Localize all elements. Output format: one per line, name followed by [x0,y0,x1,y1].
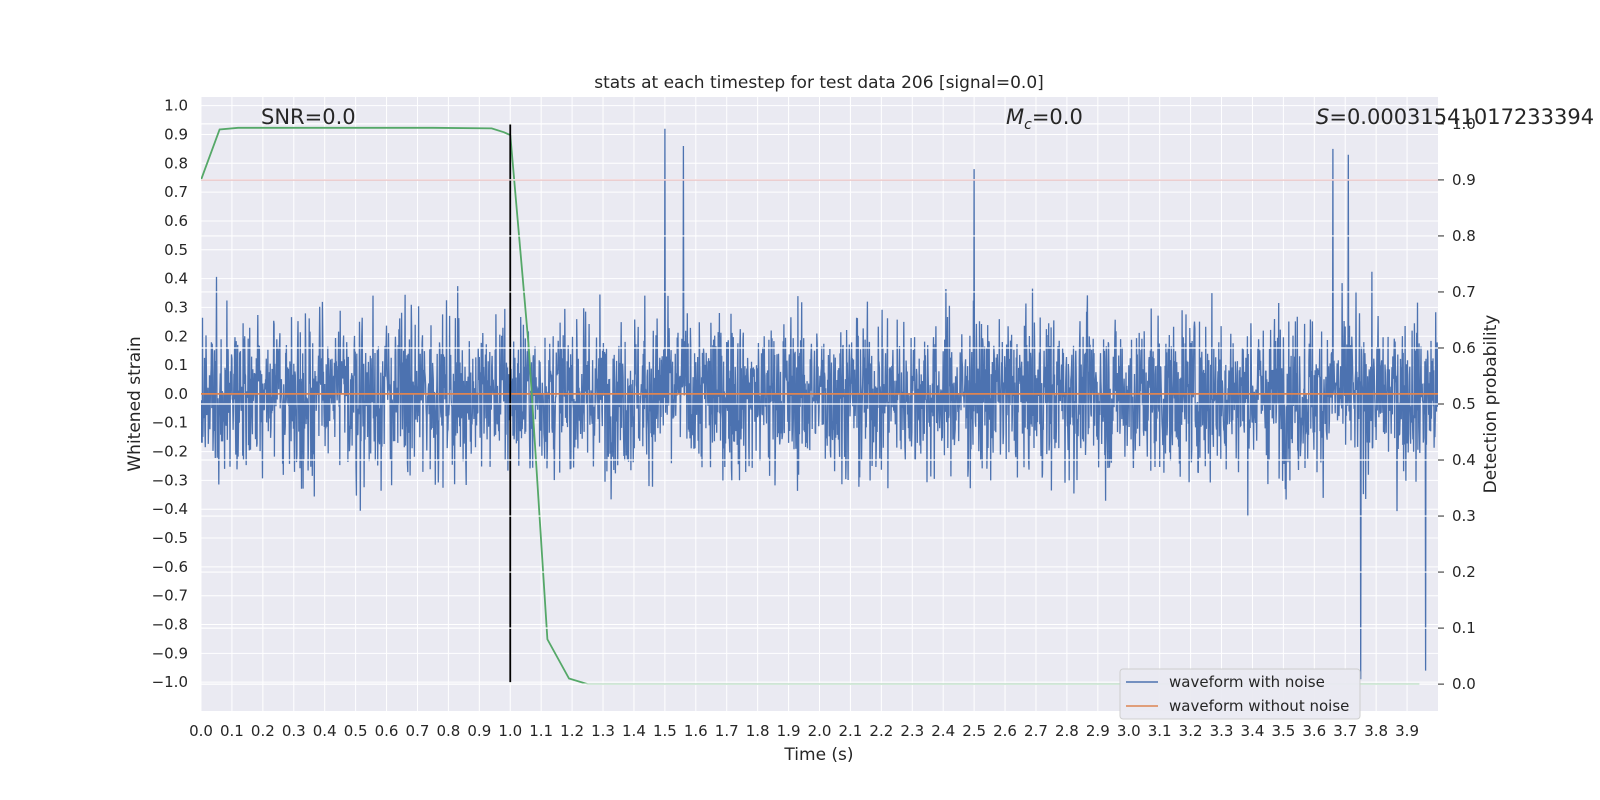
overlay-grid [201,123,1438,685]
y-ticks-right: 1.0 0.9 0.8 0.7 0.6 0.5 0.4 0.3 0.2 0.1 0.0 [1438,115,1476,693]
x-tick-label: 3.6 [1302,722,1326,740]
y-axis-label-left: Whitened strain [125,336,145,471]
y-tick-label-right: 0.0 [1452,675,1476,693]
x-tick-label: 1.0 [498,722,522,740]
x-tick-label: 3.2 [1179,722,1203,740]
x-tick-label: 3.5 [1271,722,1295,740]
legend-label-clean: waveform without noise [1169,697,1349,715]
x-tick-label: 1.4 [622,722,646,740]
legend: waveform with noise waveform without noi… [1119,668,1361,720]
x-tick-label: 3.4 [1241,722,1265,740]
s-annotation: S=0.00031541017233394 [1316,105,1594,129]
x-tick-label: 0.7 [406,722,430,740]
y-tick-label-left: −0.4 [152,500,188,518]
y-tick-label-right: 0.9 [1452,171,1476,189]
x-tick-label: 2.3 [900,722,924,740]
y-tick-label-left: 0.4 [164,270,188,288]
x-tick-label: 0.8 [436,722,460,740]
x-tick-label: 3.0 [1117,722,1141,740]
x-tick-label: 2.4 [931,722,955,740]
y-tick-label-right: 0.3 [1452,507,1476,525]
y-tick-label-left: 0.9 [164,125,188,143]
x-tick-label: 1.9 [777,722,801,740]
x-tick-label: 1.8 [746,722,770,740]
x-tick-label: 3.9 [1395,722,1419,740]
y-tick-label-left: −0.8 [152,616,188,634]
y-tick-label-right: 0.2 [1452,563,1476,581]
mc-symbol: M [1006,105,1024,129]
x-tick-label: 0.2 [251,722,275,740]
legend-box [1119,668,1361,720]
y-tick-label-left: −1.0 [152,673,188,691]
x-tick-label: 2.0 [808,722,832,740]
y-tick-label-left: 0.2 [164,327,188,345]
x-tick-label: 0.4 [313,722,337,740]
y-tick-label-left: 0.1 [164,356,188,374]
x-tick-label: 2.9 [1086,722,1110,740]
y-tick-label-left: −0.9 [152,644,188,662]
x-tick-label: 1.6 [684,722,708,740]
x-tick-label: 0.3 [282,722,306,740]
x-tick-label: 3.1 [1148,722,1172,740]
series-waveform-with-noise [201,128,1438,680]
y-tick-label-left: −0.1 [152,414,188,432]
x-tick-label: 3.3 [1210,722,1234,740]
y-tick-label-right: 1.0 [1452,115,1476,133]
s-symbol: S [1316,105,1329,129]
y-tick-label-left: −0.5 [152,529,188,547]
x-ticks: 0.0 0.1 0.2 0.3 0.4 0.5 0.6 0.7 0.8 0.9 1.0 1.1 1.2 1… [189,722,1419,740]
x-tick-label: 0.0 [189,722,213,740]
y-tick-label-left: −0.6 [152,558,188,576]
snr-annotation: SNR=0.0 [261,105,356,129]
x-tick-label: 0.6 [375,722,399,740]
x-tick-label: 0.9 [467,722,491,740]
y-tick-label-left: −0.7 [152,587,188,605]
x-tick-label: 2.6 [993,722,1017,740]
x-tick-label: 2.2 [869,722,893,740]
y-tick-label-left: −0.2 [152,443,188,461]
y-tick-label-right: 0.1 [1452,619,1476,637]
y-tick-label-left: 0.5 [164,241,188,259]
x-tick-label: 0.5 [344,722,368,740]
y-tick-label-right: 0.4 [1452,451,1476,469]
y-tick-label-right: 0.7 [1452,283,1476,301]
x-tick-label: 1.7 [715,722,739,740]
y-tick-label-left: 0.0 [164,385,188,403]
x-tick-label: 2.8 [1055,722,1079,740]
mc-value: =0.0 [1032,105,1083,129]
s-value: =0.00031541017233394 [1329,105,1594,129]
y-ticks-left: 1.0 0.9 0.8 0.7 0.6 0.5 0.4 0.3 0.2 0.1 0.0 −0.1 −0.… [152,97,188,692]
y-tick-label-left: 0.7 [164,183,188,201]
x-tick-label: 1.3 [591,722,615,740]
y-tick-label-left: 0.3 [164,298,188,316]
mc-subscript: c [1024,117,1032,133]
y-tick-label-left: 0.6 [164,212,188,230]
y-tick-label-right: 0.8 [1452,227,1476,245]
x-tick-label: 2.7 [1024,722,1048,740]
chart-title: stats at each timestep for test data 206… [594,73,1044,93]
y-tick-label-right: 0.5 [1452,395,1476,413]
mc-annotation: Mc=0.0 [1006,105,1083,133]
y-tick-label-left: 1.0 [164,97,188,115]
x-tick-label: 1.1 [529,722,553,740]
x-tick-label: 3.8 [1364,722,1388,740]
y-tick-label-left: −0.3 [152,471,188,489]
y-tick-label-left: 0.8 [164,154,188,172]
x-tick-label: 2.1 [838,722,862,740]
x-tick-label: 1.5 [653,722,677,740]
y-tick-label-right: 0.6 [1452,339,1476,357]
y-axis-label-right: Detection probability [1481,315,1501,494]
x-tick-label: 1.2 [560,722,584,740]
x-tick-label: 2.5 [962,722,986,740]
x-tick-label: 0.1 [220,722,244,740]
legend-label-noise: waveform with noise [1169,673,1325,691]
x-tick-label: 3.7 [1333,722,1357,740]
x-axis-label: Time (s) [783,745,853,765]
